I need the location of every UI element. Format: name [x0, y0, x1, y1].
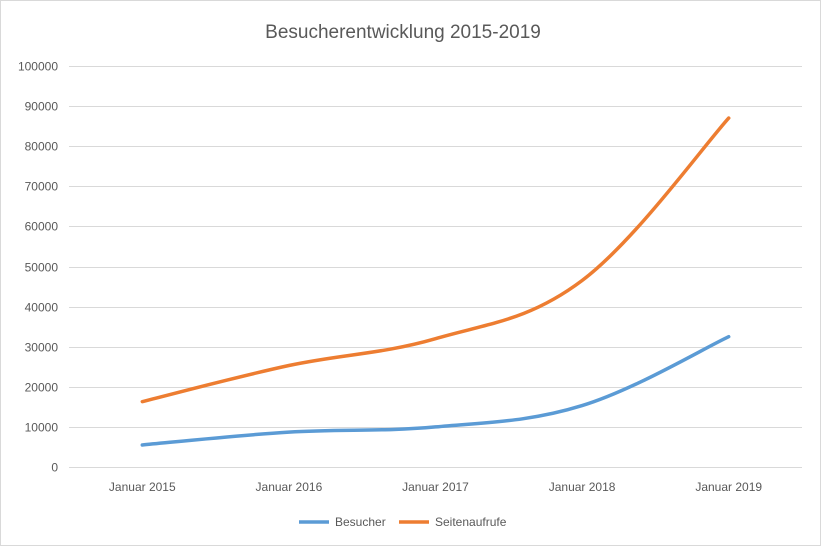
y-tick-label: 100000	[18, 60, 58, 74]
y-tick-label: 30000	[25, 341, 59, 355]
besucher-line	[140, 334, 731, 447]
y-tick-label: 10000	[25, 421, 59, 435]
series-lines	[140, 116, 731, 447]
y-tick-label: 60000	[25, 220, 59, 234]
y-tick-label: 0	[51, 461, 58, 475]
x-tick-label: Januar 2018	[549, 480, 616, 494]
x-tick-label: Januar 2017	[402, 480, 469, 494]
y-tick-label: 80000	[25, 140, 59, 154]
y-axis-tick-labels: 0 10000 20000 30000 40000 50000 60000 70000 8000…	[18, 60, 58, 475]
legend-label-seitenaufrufe: Seitenaufrufe	[435, 515, 507, 529]
y-tick-label: 20000	[25, 381, 59, 395]
y-tick-label: 70000	[25, 180, 59, 194]
y-tick-label: 40000	[25, 301, 59, 315]
legend-label-besucher: Besucher	[335, 515, 386, 529]
y-tick-label: 50000	[25, 261, 59, 275]
legend: Besucher Seitenaufrufe	[299, 515, 507, 529]
chart-title: Besucherentwicklung 2015-2019	[265, 22, 541, 43]
gridlines	[69, 66, 802, 468]
y-tick-label: 90000	[25, 100, 59, 114]
x-tick-label: Januar 2019	[695, 480, 762, 494]
x-tick-label: Januar 2015	[109, 480, 176, 494]
x-tick-label: Januar 2016	[256, 480, 323, 494]
seitenaufrufe-line	[140, 116, 731, 404]
x-axis-tick-labels: Januar 2015 Januar 2016 Januar 2017 Januar …	[109, 480, 762, 494]
